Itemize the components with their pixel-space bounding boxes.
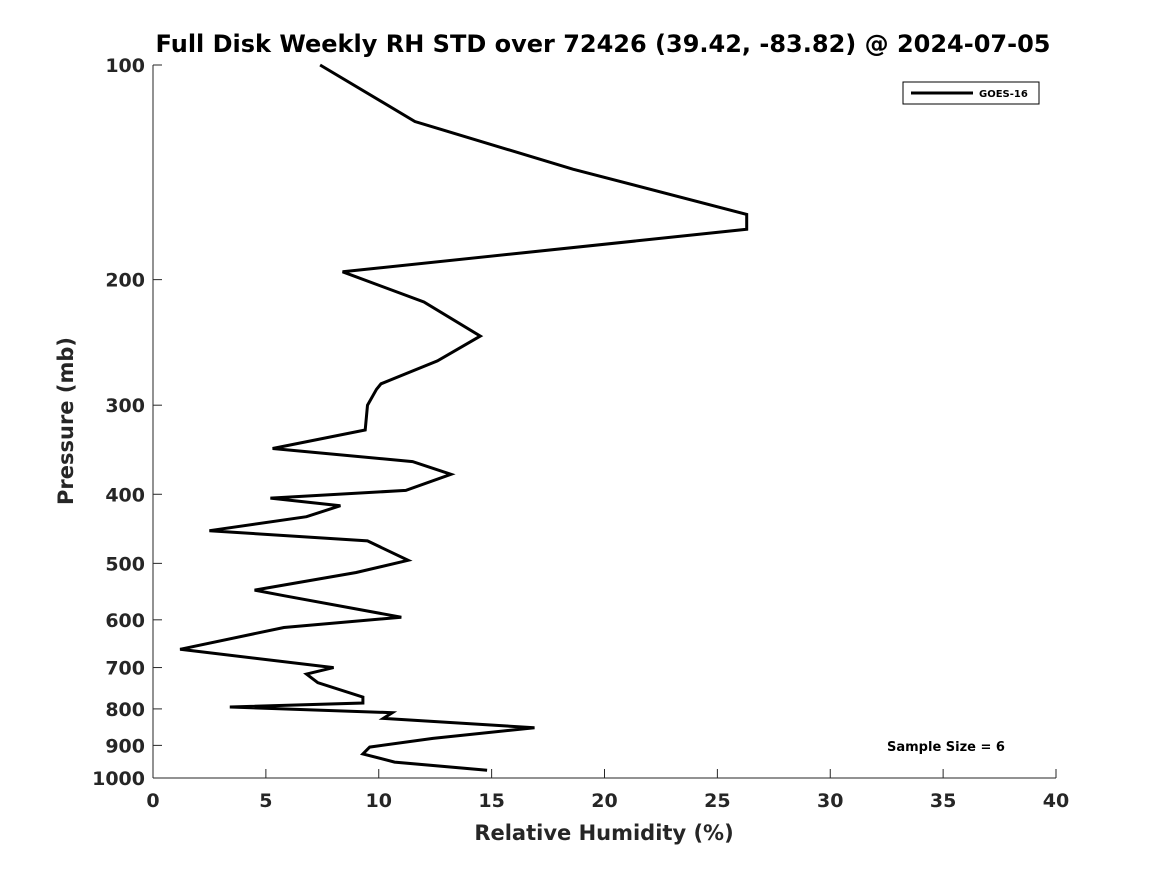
y-tick-label: 600 bbox=[105, 610, 145, 632]
y-tick-label: 200 bbox=[105, 270, 145, 292]
y-tick-label: 400 bbox=[105, 484, 145, 506]
x-axis: 0 5 10 15 20 25 30 35 40 bbox=[146, 769, 1069, 812]
y-tick-label: 1000 bbox=[92, 768, 145, 790]
x-tick-label: 10 bbox=[366, 790, 392, 812]
x-tick-label: 25 bbox=[704, 790, 730, 812]
y-tick-label: 100 bbox=[105, 55, 145, 77]
sample-size-annotation: Sample Size = 6 bbox=[887, 740, 1005, 755]
x-tick-label: 20 bbox=[591, 790, 617, 812]
x-tick-label: 15 bbox=[478, 790, 504, 812]
y-tick-label: 700 bbox=[105, 658, 145, 680]
series-layer bbox=[179, 63, 749, 772]
series-line-goes-16 bbox=[179, 63, 749, 772]
x-tick-label: 5 bbox=[259, 790, 272, 812]
y-tick-label: 500 bbox=[105, 553, 145, 575]
legend: GOES-16 bbox=[902, 81, 1040, 105]
x-tick-label: 30 bbox=[817, 790, 843, 812]
plot-area bbox=[153, 65, 1056, 778]
y-axis: 100 200 300 400 500 600 700 800 900 1000 bbox=[92, 55, 162, 790]
x-axis-title: Relative Humidity (%) bbox=[474, 821, 733, 845]
y-tick-label: 800 bbox=[105, 699, 145, 721]
x-tick-label: 40 bbox=[1043, 790, 1069, 812]
y-tick-label: 900 bbox=[105, 735, 145, 757]
x-tick-label: 0 bbox=[146, 790, 159, 812]
chart-title: Full Disk Weekly RH STD over 72426 (39.4… bbox=[156, 30, 1051, 58]
legend-label-goes-16: GOES-16 bbox=[979, 89, 1028, 100]
plot-background bbox=[153, 65, 1056, 778]
y-axis-title: Pressure (mb) bbox=[54, 337, 78, 505]
x-tick-label: 35 bbox=[930, 790, 956, 812]
y-tick-label: 300 bbox=[105, 395, 145, 417]
